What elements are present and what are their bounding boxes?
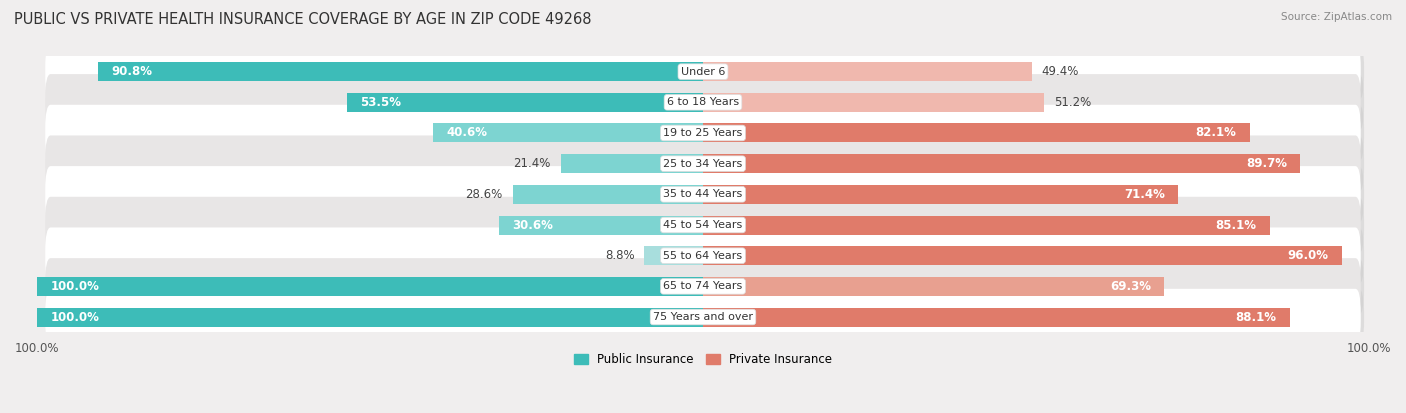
FancyBboxPatch shape — [49, 43, 1364, 100]
Bar — [499, 216, 703, 235]
Text: 49.4%: 49.4% — [1042, 65, 1080, 78]
Bar — [703, 62, 1032, 81]
Bar — [433, 123, 703, 142]
Text: Under 6: Under 6 — [681, 66, 725, 77]
Text: 55 to 64 Years: 55 to 64 Years — [664, 251, 742, 261]
FancyBboxPatch shape — [49, 74, 1364, 131]
Text: 90.8%: 90.8% — [112, 65, 153, 78]
FancyBboxPatch shape — [45, 135, 1361, 192]
Text: PUBLIC VS PRIVATE HEALTH INSURANCE COVERAGE BY AGE IN ZIP CODE 49268: PUBLIC VS PRIVATE HEALTH INSURANCE COVER… — [14, 12, 592, 27]
FancyBboxPatch shape — [45, 166, 1361, 223]
Bar — [703, 308, 1289, 327]
Bar — [703, 123, 1250, 142]
Bar — [703, 185, 1178, 204]
Text: 89.7%: 89.7% — [1246, 157, 1286, 170]
Bar — [513, 185, 703, 204]
FancyBboxPatch shape — [49, 289, 1364, 345]
Text: 65 to 74 Years: 65 to 74 Years — [664, 281, 742, 291]
FancyBboxPatch shape — [49, 258, 1364, 315]
Text: 100.0%: 100.0% — [51, 311, 100, 323]
Bar — [703, 154, 1301, 173]
Text: 30.6%: 30.6% — [513, 218, 554, 232]
FancyBboxPatch shape — [49, 228, 1364, 284]
Text: 51.2%: 51.2% — [1054, 96, 1091, 109]
Text: 45 to 54 Years: 45 to 54 Years — [664, 220, 742, 230]
FancyBboxPatch shape — [45, 197, 1361, 253]
FancyBboxPatch shape — [49, 166, 1364, 223]
FancyBboxPatch shape — [49, 197, 1364, 254]
Text: 88.1%: 88.1% — [1236, 311, 1277, 323]
FancyBboxPatch shape — [45, 289, 1361, 345]
Text: 19 to 25 Years: 19 to 25 Years — [664, 128, 742, 138]
Text: 8.8%: 8.8% — [605, 249, 634, 262]
Text: 75 Years and over: 75 Years and over — [652, 312, 754, 322]
Text: 82.1%: 82.1% — [1195, 126, 1236, 140]
FancyBboxPatch shape — [45, 228, 1361, 284]
Text: 71.4%: 71.4% — [1125, 188, 1166, 201]
Bar — [37, 277, 703, 296]
Bar — [703, 277, 1164, 296]
Text: 69.3%: 69.3% — [1111, 280, 1152, 293]
FancyBboxPatch shape — [49, 105, 1364, 161]
Bar — [703, 93, 1043, 112]
Bar — [347, 93, 703, 112]
FancyBboxPatch shape — [45, 105, 1361, 161]
Text: 96.0%: 96.0% — [1288, 249, 1329, 262]
Text: 21.4%: 21.4% — [513, 157, 551, 170]
FancyBboxPatch shape — [45, 74, 1361, 131]
Text: 85.1%: 85.1% — [1215, 218, 1256, 232]
Text: 6 to 18 Years: 6 to 18 Years — [666, 97, 740, 107]
Legend: Public Insurance, Private Insurance: Public Insurance, Private Insurance — [569, 348, 837, 370]
Text: 53.5%: 53.5% — [360, 96, 401, 109]
FancyBboxPatch shape — [45, 258, 1361, 315]
Bar — [98, 62, 703, 81]
Bar — [37, 308, 703, 327]
Bar — [644, 246, 703, 265]
FancyBboxPatch shape — [49, 135, 1364, 192]
Bar — [703, 246, 1343, 265]
Bar — [703, 216, 1270, 235]
Text: 28.6%: 28.6% — [465, 188, 502, 201]
Text: 25 to 34 Years: 25 to 34 Years — [664, 159, 742, 169]
FancyBboxPatch shape — [45, 43, 1361, 100]
Text: 40.6%: 40.6% — [446, 126, 486, 140]
Bar — [561, 154, 703, 173]
Text: Source: ZipAtlas.com: Source: ZipAtlas.com — [1281, 12, 1392, 22]
Text: 35 to 44 Years: 35 to 44 Years — [664, 189, 742, 199]
Text: 100.0%: 100.0% — [51, 280, 100, 293]
